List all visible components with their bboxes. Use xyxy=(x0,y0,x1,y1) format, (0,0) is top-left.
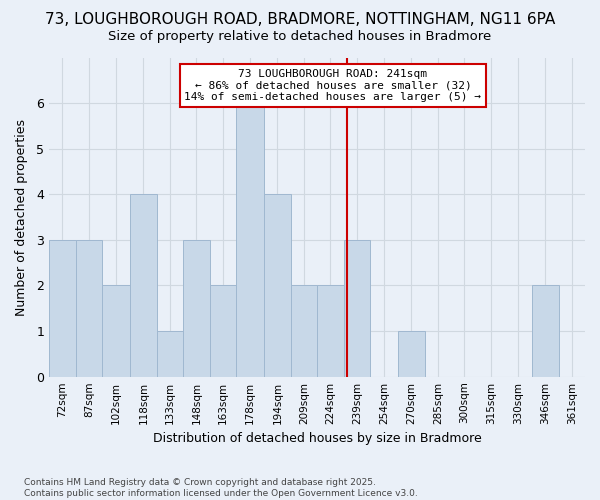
Bar xyxy=(317,286,344,376)
Bar xyxy=(183,240,209,376)
Y-axis label: Number of detached properties: Number of detached properties xyxy=(15,118,28,316)
Bar xyxy=(76,240,102,376)
Bar xyxy=(264,194,290,376)
Bar xyxy=(236,103,264,376)
X-axis label: Distribution of detached houses by size in Bradmore: Distribution of detached houses by size … xyxy=(153,432,481,445)
Bar xyxy=(532,286,559,376)
Bar xyxy=(49,240,76,376)
Text: Contains HM Land Registry data © Crown copyright and database right 2025.
Contai: Contains HM Land Registry data © Crown c… xyxy=(24,478,418,498)
Bar xyxy=(290,286,317,376)
Text: 73, LOUGHBOROUGH ROAD, BRADMORE, NOTTINGHAM, NG11 6PA: 73, LOUGHBOROUGH ROAD, BRADMORE, NOTTING… xyxy=(45,12,555,28)
Bar xyxy=(102,286,130,376)
Bar xyxy=(344,240,370,376)
Text: Size of property relative to detached houses in Bradmore: Size of property relative to detached ho… xyxy=(109,30,491,43)
Bar xyxy=(209,286,236,376)
Text: 73 LOUGHBOROUGH ROAD: 241sqm
← 86% of detached houses are smaller (32)
14% of se: 73 LOUGHBOROUGH ROAD: 241sqm ← 86% of de… xyxy=(184,69,481,102)
Bar xyxy=(157,331,183,376)
Bar xyxy=(398,331,425,376)
Bar xyxy=(130,194,157,376)
